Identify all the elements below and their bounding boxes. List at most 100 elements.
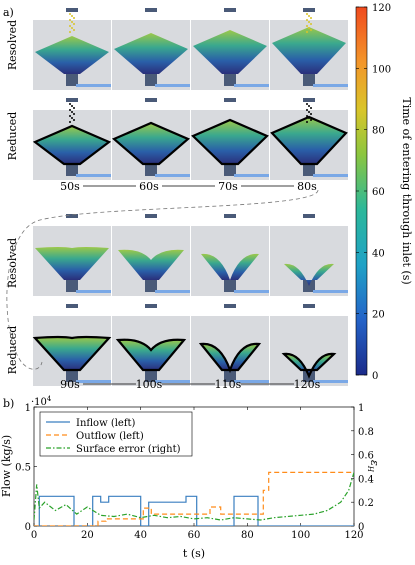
outlet-bar (313, 84, 348, 87)
hopper-snapshot (270, 214, 348, 296)
outlet-chute (145, 280, 157, 292)
inlet-bar (224, 8, 236, 12)
colorbar-label: Time of entering through inlet (s) (400, 97, 413, 284)
inlet-bar (303, 98, 315, 102)
hopper-snapshot (112, 304, 190, 386)
outlet-chute (224, 74, 236, 86)
inlet-bar (145, 98, 157, 102)
particle-pile (193, 30, 267, 74)
falling-particle (71, 117, 73, 119)
hopper-snapshot (111, 98, 191, 180)
panel-a-label: a) (3, 6, 14, 19)
time-label: 110s (215, 378, 242, 391)
falling-particle (308, 111, 310, 113)
falling-particle (308, 15, 310, 17)
legend-box (39, 411, 193, 457)
flow-chart: 0 20 40 60 80 100 120 0 0.5 1 0 0.2 0.4 0.6 0.8 1 t (… (0, 403, 381, 560)
time-axis-bottom: 90s 100s 110s 120s (60, 378, 321, 391)
falling-particle (310, 107, 312, 109)
row-label: Resolved (6, 238, 19, 288)
particle-pile (32, 335, 112, 372)
hopper-snapshot (191, 98, 269, 180)
falling-particle (306, 115, 308, 117)
falling-particle (69, 31, 71, 33)
row-label: Reduced (6, 112, 19, 161)
outlet-bar (313, 174, 348, 177)
particle-pile (191, 118, 269, 166)
time-label: 120s (294, 378, 321, 391)
falling-particle (69, 115, 71, 117)
y-left-tick-label: 0.5 (15, 463, 31, 474)
y-right-tick-label: 1 (358, 403, 364, 414)
colorbar: 0 20 40 60 80 100 120 Time of entering through… (355, 3, 413, 382)
falling-particle (306, 121, 308, 123)
outlet-bar (76, 290, 111, 293)
falling-particle (69, 25, 71, 27)
outlet-chute (224, 280, 236, 292)
outlet-chute (224, 164, 236, 176)
x-tick-label: 20 (81, 530, 94, 541)
falling-particle (310, 17, 312, 19)
particle-pile (111, 121, 191, 166)
series-line (34, 472, 354, 521)
time-label: 70s (218, 180, 238, 193)
colorbar-tick-label: 60 (372, 187, 385, 198)
particle-pile (32, 124, 112, 166)
falling-particle (71, 15, 73, 17)
y-right-tick-label: 0.2 (358, 498, 374, 509)
panel-b-label: b) (3, 397, 14, 410)
colorbar-tick-label: 80 (372, 126, 385, 137)
hopper-snapshot (270, 8, 348, 90)
hopper-snapshots (32, 8, 348, 386)
particle-pile (270, 115, 348, 166)
y-right-tick-label: 0.8 (358, 427, 374, 438)
x-axis-label: t (s) (183, 547, 205, 560)
particle-pile (114, 33, 188, 74)
outlet-bar (155, 84, 190, 87)
particle-pile (118, 249, 184, 280)
time-label: 100s (136, 378, 163, 391)
falling-particle (69, 103, 71, 105)
outlet-chute (145, 74, 157, 86)
outlet-chute (66, 164, 78, 176)
hopper-snapshot (270, 98, 348, 180)
particle-pile (201, 253, 259, 280)
outlet-bar (155, 380, 190, 383)
series-line (34, 495, 354, 526)
hopper-snapshot (191, 8, 269, 90)
falling-particle (73, 29, 75, 31)
falling-particle (310, 29, 312, 31)
falling-particle (306, 103, 308, 105)
row-label: Resolved (6, 20, 19, 70)
time-label: 60s (139, 180, 159, 193)
dashed-connector (6, 189, 319, 370)
outlet-bar (76, 174, 111, 177)
falling-particle (308, 117, 310, 119)
falling-particle (306, 13, 308, 15)
falling-particle (306, 25, 308, 27)
y-left-tick-label: 0 (25, 522, 31, 533)
hopper-snapshot (191, 214, 269, 296)
hopper-snapshot (32, 98, 112, 180)
row-labels: Resolved Reduced Resolved Reduced (6, 20, 19, 374)
x-tick-label: 120 (344, 530, 363, 541)
time-label: 50s (60, 180, 80, 193)
outlet-bar (76, 84, 111, 87)
falling-particle (69, 19, 71, 21)
colorbar-tick-label: 120 (372, 3, 391, 14)
row-label: Reduced (6, 326, 19, 375)
particle-pile (272, 27, 346, 74)
x-tick-label: 40 (134, 530, 147, 541)
colorbar-tick-label: 0 (372, 371, 378, 382)
falling-particle (308, 21, 310, 23)
falling-particle (73, 107, 75, 109)
inlet-bar (303, 304, 315, 308)
inlet-bar (303, 8, 315, 12)
inlet-bar (303, 214, 315, 218)
inlet-bar (66, 8, 78, 12)
colorbar-tick-label: 40 (372, 248, 385, 259)
inlet-bar (145, 8, 157, 12)
outlet-chute (145, 164, 157, 176)
left-axis-multiplier: ·104 (31, 395, 52, 408)
